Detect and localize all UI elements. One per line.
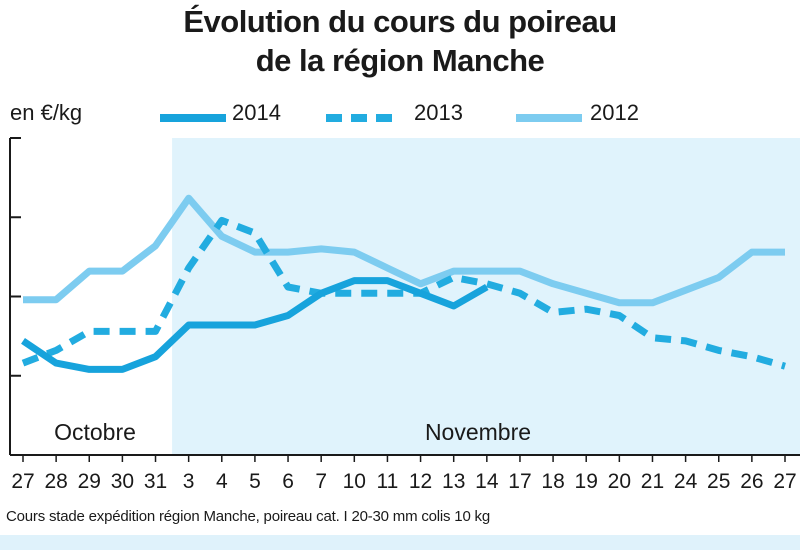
x-tick-label: 31 (144, 470, 167, 493)
x-tick-label: 4 (216, 470, 228, 493)
plot-background (172, 138, 800, 455)
x-tick-labels: 27 28 29 30 31 3 4 5 6 7 10 11 12 13 14 17 18 19 20 21 24 25 2… (11, 470, 796, 493)
legend-swatch-2012 (516, 114, 582, 122)
chart-title-line-1: Évolution du cours du poireau (183, 4, 617, 39)
chart-legend: 2014 2013 2012 (0, 94, 800, 134)
month-labels: Octobre Novembre (54, 419, 531, 445)
y-axis-unit-label: en €/kg (10, 100, 83, 125)
month-label-octobre: Octobre (54, 419, 136, 445)
series-line-2014 (21, 277, 489, 373)
x-tick-label: 20 (608, 470, 631, 493)
chart-title: Évolution du cours du poireau de la régi… (0, 2, 800, 80)
legend-swatch-2014 (160, 114, 226, 122)
shaded-region-november (172, 138, 800, 455)
legend-label-2013: 2013 (414, 100, 463, 125)
legend-swatch-2013 (326, 114, 392, 122)
x-tick-label: 17 (508, 470, 531, 493)
x-tick-label: 5 (249, 470, 261, 493)
x-tick-label: 14 (475, 470, 499, 493)
month-label-novembre: Novembre (425, 419, 531, 445)
series-line-2012 (23, 194, 785, 307)
x-tick-label: 29 (78, 470, 101, 493)
x-tick-label: 3 (183, 470, 195, 493)
x-tick-label: 18 (541, 470, 564, 493)
x-tick-label: 26 (740, 470, 763, 493)
x-tick-label: 27 (11, 470, 34, 493)
chart-title-line-2: de la région Manche (255, 43, 545, 78)
x-tick-label: 27 (773, 470, 796, 493)
legend-label-2014: 2014 (232, 100, 281, 125)
x-tick-label: 7 (315, 470, 327, 493)
chart-series (21, 194, 786, 373)
x-tick-label: 25 (707, 470, 730, 493)
series-line-2013 (21, 216, 786, 370)
x-tick-label: 12 (409, 470, 432, 493)
x-tick-label: 6 (282, 470, 294, 493)
x-tick-label: 19 (575, 470, 598, 493)
x-tick-label: 28 (44, 470, 67, 493)
x-tick-label: 30 (111, 470, 134, 493)
chart-axes (9, 137, 800, 462)
x-tick-label: 11 (377, 470, 399, 493)
legend-label-2012: 2012 (590, 100, 639, 125)
x-tick-label: 10 (343, 470, 366, 493)
x-tick-label: 24 (674, 470, 698, 493)
x-tick-label: 13 (442, 470, 465, 493)
chart-footnote: Cours stade expédition région Manche, po… (6, 508, 491, 525)
bottom-band (0, 535, 800, 550)
x-tick-label: 21 (641, 470, 664, 493)
